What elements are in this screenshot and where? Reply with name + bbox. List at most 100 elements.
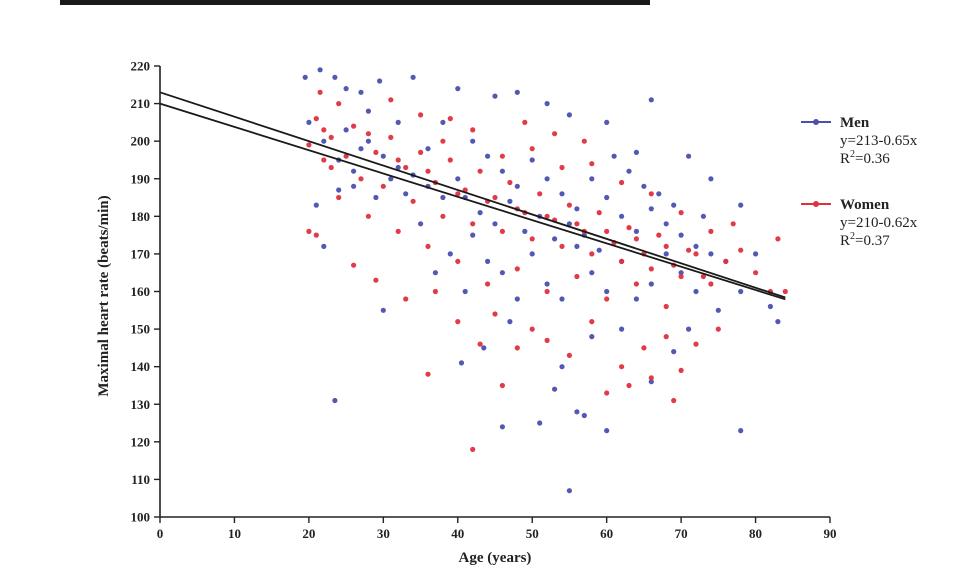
x-tick-label: 10 bbox=[228, 526, 241, 541]
men-point bbox=[529, 251, 535, 257]
women-point bbox=[499, 153, 505, 159]
women-point bbox=[373, 277, 379, 283]
women-point bbox=[663, 334, 669, 340]
women-point bbox=[678, 273, 684, 280]
women-point bbox=[782, 288, 788, 295]
y-tick-label: 140 bbox=[131, 359, 151, 374]
men-point bbox=[499, 424, 505, 430]
women-point bbox=[306, 142, 312, 148]
women-point bbox=[313, 116, 319, 122]
y-tick-label: 120 bbox=[131, 434, 151, 449]
women-point bbox=[418, 149, 424, 155]
men-point bbox=[574, 409, 580, 415]
men-legend-marker bbox=[813, 119, 819, 125]
men-point bbox=[633, 149, 640, 155]
men-point bbox=[418, 221, 424, 227]
men-point bbox=[403, 191, 409, 197]
men-point bbox=[321, 243, 327, 249]
men-point bbox=[604, 194, 610, 201]
women-point bbox=[738, 247, 744, 253]
men-point bbox=[380, 307, 386, 313]
men-point bbox=[522, 228, 528, 234]
x-tick-label: 80 bbox=[749, 526, 762, 541]
x-tick-label: 90 bbox=[824, 526, 837, 541]
men-point bbox=[663, 251, 669, 257]
men-point bbox=[492, 93, 498, 99]
women-point bbox=[589, 251, 595, 257]
men-point bbox=[559, 191, 565, 197]
women-point bbox=[373, 149, 379, 155]
women-point bbox=[529, 236, 535, 242]
men-point bbox=[440, 119, 446, 125]
women-point bbox=[633, 236, 640, 242]
men-point bbox=[656, 191, 662, 197]
women-point bbox=[619, 258, 625, 264]
men-point bbox=[552, 236, 558, 242]
y-axis-title: Maximal heart rate (beats/min) bbox=[96, 195, 112, 396]
women-point bbox=[544, 288, 550, 295]
women-point bbox=[596, 210, 602, 216]
men-point bbox=[581, 412, 587, 419]
men-point bbox=[470, 138, 476, 144]
men-point bbox=[425, 146, 431, 152]
men-point bbox=[693, 243, 699, 249]
men-point bbox=[507, 198, 513, 204]
men-point bbox=[455, 176, 461, 182]
men-point bbox=[432, 270, 438, 276]
men-point bbox=[351, 183, 357, 189]
women-point bbox=[641, 345, 647, 351]
men-point bbox=[388, 176, 394, 182]
women-legend-marker bbox=[813, 201, 819, 207]
women-point bbox=[336, 194, 342, 201]
men-point bbox=[574, 206, 580, 212]
x-tick-label: 0 bbox=[157, 526, 164, 541]
women-point bbox=[485, 281, 491, 287]
women-point bbox=[700, 273, 707, 280]
men-point bbox=[470, 232, 476, 238]
women-point bbox=[529, 146, 535, 152]
men-point bbox=[377, 78, 383, 84]
women-point bbox=[522, 119, 528, 125]
women-point bbox=[604, 390, 610, 396]
y-tick-label: 160 bbox=[131, 284, 151, 299]
women-point bbox=[440, 213, 446, 219]
men-point bbox=[589, 176, 595, 182]
men-fit-line bbox=[159, 91, 786, 299]
y-tick-label: 100 bbox=[131, 510, 151, 525]
women-point bbox=[566, 202, 573, 208]
men-point bbox=[410, 74, 416, 80]
men-point bbox=[619, 213, 625, 219]
women-point bbox=[619, 364, 625, 370]
men-point bbox=[380, 153, 386, 159]
x-tick-label: 40 bbox=[451, 526, 464, 541]
men-point bbox=[462, 288, 468, 295]
women-point bbox=[410, 198, 416, 204]
men-point bbox=[574, 243, 580, 249]
men-point bbox=[708, 251, 714, 257]
women-point bbox=[328, 134, 334, 140]
women-point bbox=[365, 131, 371, 137]
women-point bbox=[566, 352, 573, 358]
men-legend-name: Men bbox=[840, 115, 870, 131]
women-point bbox=[678, 367, 684, 373]
women-point bbox=[317, 89, 323, 95]
women-point bbox=[403, 164, 409, 171]
men-point bbox=[358, 146, 364, 152]
y-tick-label: 180 bbox=[131, 209, 151, 224]
women-point bbox=[336, 101, 342, 107]
y-tick-label: 220 bbox=[131, 59, 151, 74]
men-point bbox=[566, 112, 573, 118]
men-point bbox=[753, 251, 759, 257]
x-tick-label: 60 bbox=[600, 526, 613, 541]
men-point bbox=[633, 228, 640, 234]
y-tick-label: 130 bbox=[131, 397, 151, 412]
men-point bbox=[481, 345, 487, 351]
women-point bbox=[626, 382, 632, 389]
men-point bbox=[447, 251, 453, 257]
men-point bbox=[633, 296, 640, 302]
men-point bbox=[604, 428, 610, 434]
men-legend-equation: y=213-0.65x bbox=[840, 133, 918, 149]
men-point bbox=[604, 288, 610, 295]
men-point bbox=[332, 397, 338, 404]
